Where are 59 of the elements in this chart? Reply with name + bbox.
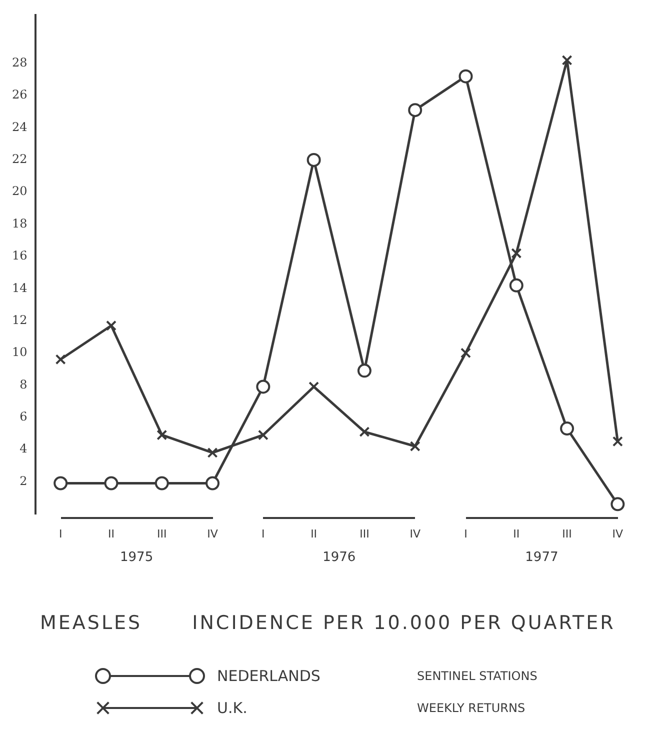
y-tick-label: 8: [20, 377, 28, 392]
x-tick-label: II: [513, 527, 520, 540]
point: [410, 441, 420, 452]
text: WEEKLY RETURNS: [417, 701, 526, 715]
x-tick-label: I: [58, 527, 62, 540]
point: [106, 320, 116, 331]
point: [460, 348, 471, 358]
y-tick-label: 14: [12, 280, 28, 295]
legend-label: U.K.: [217, 699, 248, 717]
point: [256, 380, 270, 394]
x-tick-label: I: [464, 527, 468, 540]
point: [207, 447, 218, 458]
x-tick-label: III: [562, 527, 572, 540]
point: [55, 354, 66, 365]
point: [306, 152, 321, 167]
point: [359, 426, 370, 438]
x-tick-label: I: [262, 527, 265, 540]
x-tick-label: III: [360, 527, 370, 540]
text: 1977: [525, 550, 558, 565]
point: [560, 422, 574, 436]
y-tick-label: 6: [20, 409, 28, 424]
text: 1975: [120, 550, 154, 565]
text: 1976: [322, 550, 356, 565]
x-tick-label: IV: [410, 527, 421, 540]
y-tick-label: 12: [12, 312, 28, 327]
x-tick-label: III: [157, 527, 167, 540]
legend-label: NEDERLANDS: [217, 667, 322, 685]
point: [154, 476, 169, 490]
y-tick-label: 24: [12, 120, 28, 134]
point: [509, 278, 524, 292]
text: INCIDENCE PER 10.000 PER QUARTER: [192, 612, 616, 634]
point: [357, 364, 372, 378]
point: [612, 436, 623, 447]
y-tick-label: 28: [12, 56, 28, 70]
point: [408, 103, 422, 118]
point: [258, 430, 268, 440]
y-tick-label: 20: [12, 184, 28, 198]
x-tick-label: II: [310, 527, 318, 540]
text: MEASLES: [40, 612, 142, 634]
y-tick-label: 2: [20, 474, 28, 488]
point: [458, 69, 473, 84]
point: [610, 497, 625, 512]
x-tick-label: IV: [612, 527, 624, 540]
point: [104, 476, 118, 490]
point: [206, 476, 220, 490]
x-tick-label: IV: [207, 527, 218, 540]
text: SENTINEL STATIONS: [417, 669, 538, 683]
point: [156, 430, 168, 440]
y-tick-label: 26: [12, 88, 28, 102]
point: [54, 476, 68, 490]
point: [511, 248, 522, 258]
x-tick-label: II: [108, 527, 114, 540]
point: [562, 54, 572, 66]
y-tick-label: 10: [12, 345, 28, 360]
y-tick-label: 22: [12, 152, 28, 166]
point: [308, 381, 320, 392]
y-tick-label: 4: [20, 442, 28, 456]
y-tick-label: 18: [12, 216, 28, 230]
y-tick-label: 16: [12, 248, 28, 263]
